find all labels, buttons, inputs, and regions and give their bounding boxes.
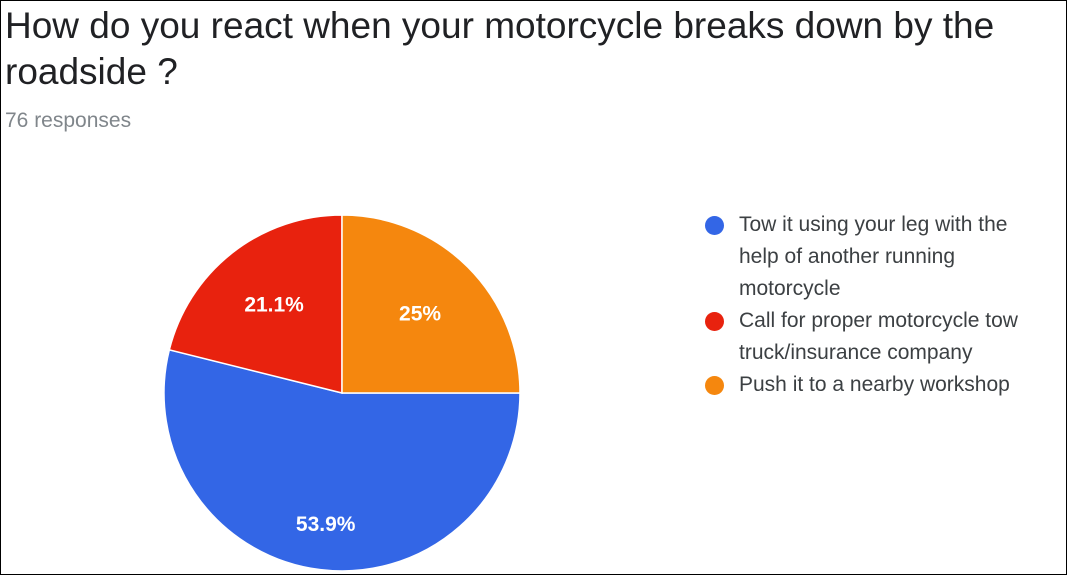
pie-slice xyxy=(168,214,343,394)
slice-label: 25% xyxy=(399,303,441,326)
legend-item: Tow it using your leg with the help of a… xyxy=(705,209,1050,305)
legend-label: Call for proper motorcycle tow truck/ins… xyxy=(739,309,1018,364)
legend-label: Push it to a nearby workshop xyxy=(739,373,1010,396)
legend: Tow it using your leg with the help of a… xyxy=(705,209,1050,401)
pie-slice xyxy=(341,214,521,394)
chart-subtitle: 76 responses xyxy=(5,109,132,132)
legend-item: Call for proper motorcycle tow truck/ins… xyxy=(705,305,1050,369)
slice-label: 53.9% xyxy=(296,513,356,536)
legend-swatch xyxy=(705,216,724,235)
legend-label: Tow it using your leg with the help of a… xyxy=(739,213,1008,300)
legend-swatch xyxy=(705,312,724,331)
slice-label: 21.1% xyxy=(244,294,304,317)
chart-title: How do you react when your motorcycle br… xyxy=(5,5,995,92)
legend-swatch xyxy=(705,376,724,395)
pie-area: 53.9% 21.1% 25% xyxy=(163,214,521,572)
legend-item: Push it to a nearby workshop xyxy=(705,369,1050,401)
pie-slice xyxy=(163,348,521,572)
